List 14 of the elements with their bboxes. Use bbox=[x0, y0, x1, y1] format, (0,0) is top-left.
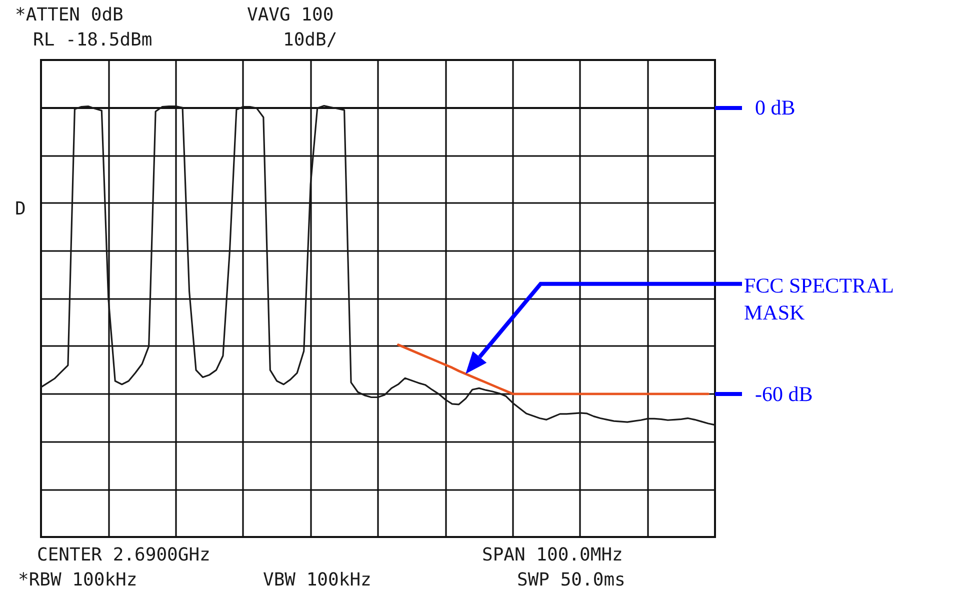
text: 10dB/ bbox=[283, 30, 338, 50]
text: FCC SPECTRAL MASK bbox=[744, 273, 898, 324]
line-series bbox=[397, 344, 710, 396]
text: VAVG 100 bbox=[247, 4, 334, 26]
text: VBW 100kHz bbox=[263, 570, 372, 590]
text: RL -18.5dBm bbox=[33, 30, 152, 50]
text: D bbox=[15, 198, 26, 220]
text: CENTER 2.6900GHz bbox=[37, 544, 210, 566]
y-tick-label: 0 dB bbox=[755, 96, 796, 120]
y-tick-label: -60 dB bbox=[755, 382, 813, 406]
text: *RBW 100kHz bbox=[18, 570, 138, 590]
text: SWP 50.0ms bbox=[517, 570, 626, 590]
text: *ATTEN 0dB bbox=[15, 4, 124, 26]
text: SPAN 100.0MHz bbox=[482, 544, 623, 566]
